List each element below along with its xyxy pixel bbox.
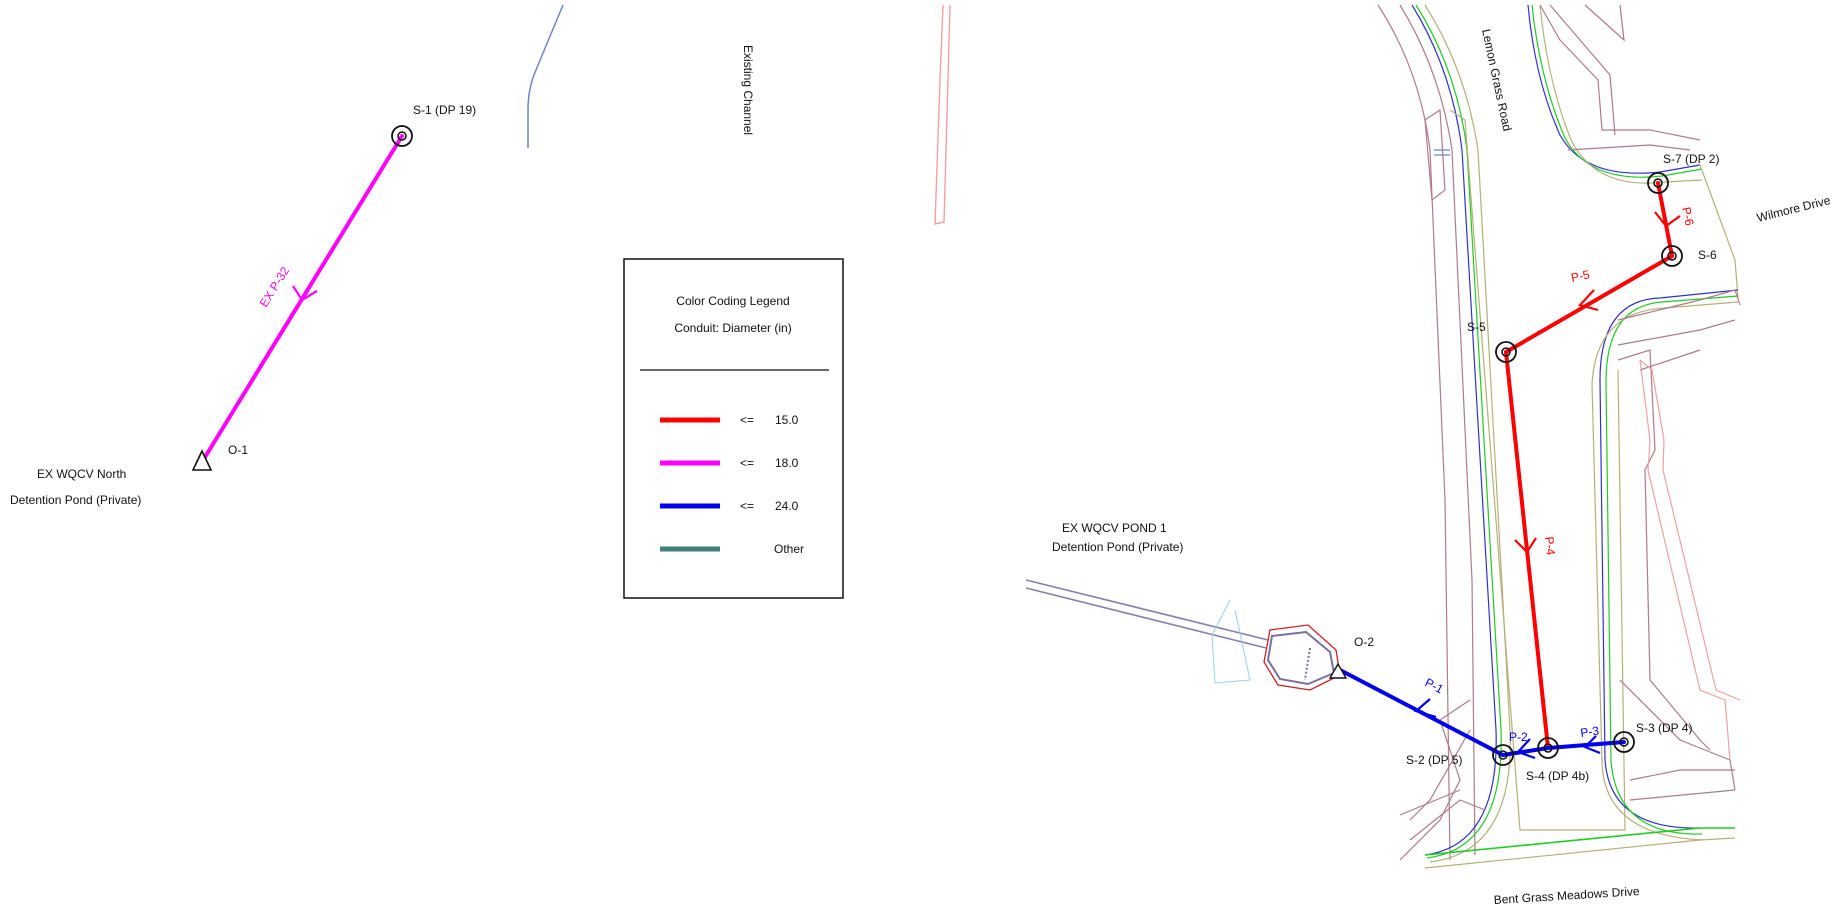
legend-value: 18.0 bbox=[775, 456, 799, 470]
label-p-1: P-1 bbox=[1423, 675, 1446, 696]
flow-arrows bbox=[292, 211, 1681, 760]
color-coding-legend: Color Coding Legend Conduit: Diameter (i… bbox=[623, 258, 844, 599]
pipe-p-2 bbox=[1501, 746, 1550, 757]
label-lemon-grass-road: Lemon Grass Road bbox=[1479, 28, 1514, 133]
label-p-3: P-3 bbox=[1579, 723, 1600, 740]
label-existing-channel: Existing Channel bbox=[741, 45, 755, 135]
label-pond1-2: Detention Pond (Private) bbox=[1052, 540, 1183, 554]
node-s-4 bbox=[1537, 737, 1559, 759]
node-o-1 bbox=[191, 449, 213, 471]
legend-operator: <= bbox=[740, 499, 754, 513]
legend-item: Other bbox=[660, 542, 804, 556]
node-s-2 bbox=[1492, 744, 1514, 766]
label-ex-p-32: EX P-32 bbox=[257, 264, 293, 310]
label-s-3: S-3 (DP 4) bbox=[1636, 721, 1692, 735]
node-s-6 bbox=[1661, 245, 1683, 267]
nodes bbox=[191, 125, 1683, 766]
legend-item: <= 18.0 bbox=[660, 456, 799, 470]
node-s-7 bbox=[1647, 172, 1669, 194]
label-bent-grass-meadows-drive: Bent Grass Meadows Drive bbox=[1493, 884, 1640, 907]
label-s-2: S-2 (DP 5) bbox=[1406, 753, 1462, 767]
label-o-1: O-1 bbox=[228, 443, 248, 457]
legend-value: 24.0 bbox=[775, 499, 799, 513]
node-s-5 bbox=[1495, 341, 1517, 363]
legend-value: Other bbox=[774, 542, 804, 556]
legend-items: <= 15.0 <= 18.0 <= 24.0 Other bbox=[660, 413, 804, 556]
label-s-6: S-6 bbox=[1698, 248, 1717, 262]
road-linework bbox=[1377, 4, 1741, 869]
node-s-3 bbox=[1613, 731, 1635, 753]
label-north-pond-1: EX WQCV North bbox=[37, 467, 126, 481]
label-s-5: S-5 bbox=[1467, 320, 1486, 334]
legend-title: Color Coding Legend bbox=[676, 294, 789, 308]
label-s-7: S-7 (DP 2) bbox=[1663, 152, 1719, 166]
legend-subtitle: Conduit: Diameter (in) bbox=[674, 321, 791, 335]
legend-item: <= 15.0 bbox=[660, 413, 799, 427]
conduits bbox=[200, 134, 1674, 757]
node-o-2 bbox=[1328, 662, 1348, 679]
legend-operator: <= bbox=[740, 456, 754, 470]
label-s-4: S-4 (DP 4b) bbox=[1526, 769, 1589, 783]
label-p-4: P-4 bbox=[1542, 536, 1558, 556]
label-north-pond-2: Detention Pond (Private) bbox=[10, 493, 141, 507]
pipe-p-6 bbox=[1656, 181, 1674, 258]
legend-item: <= 24.0 bbox=[660, 499, 799, 513]
label-p-6: P-6 bbox=[1679, 206, 1697, 227]
label-wilmore-drive: Wilmore Drive bbox=[1755, 193, 1832, 225]
legend-value: 15.0 bbox=[775, 413, 799, 427]
label-pond1-1: EX WQCV POND 1 bbox=[1062, 521, 1167, 535]
label-o-2: O-2 bbox=[1354, 635, 1374, 649]
pond1-outfall-structure bbox=[1025, 579, 1341, 691]
label-s-1: S-1 (DP 19) bbox=[413, 103, 476, 117]
label-p-5: P-5 bbox=[1570, 267, 1591, 285]
legend-operator: <= bbox=[740, 413, 754, 427]
node-s-1 bbox=[391, 125, 413, 147]
existing-channel-lines bbox=[527, 4, 951, 225]
pipe-p-5 bbox=[1504, 254, 1674, 354]
label-p-2: P-2 bbox=[1509, 730, 1528, 744]
